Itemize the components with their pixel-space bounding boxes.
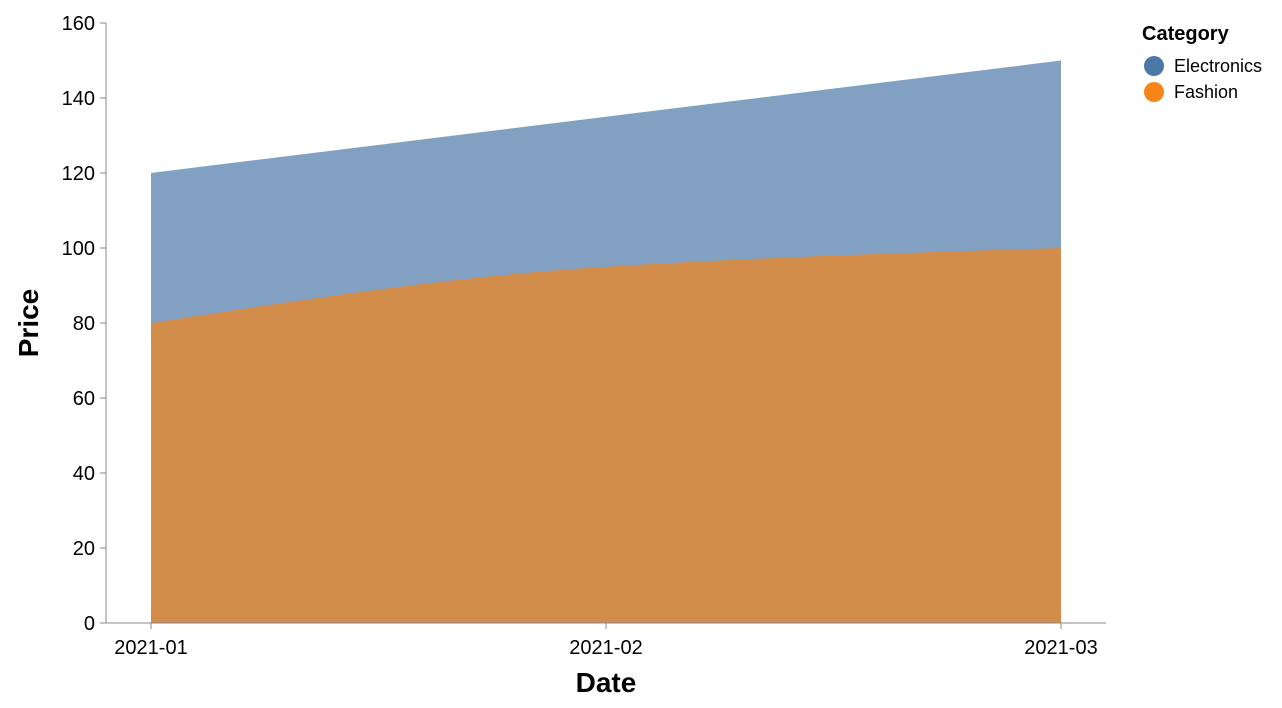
legend-swatch-fashion	[1144, 82, 1164, 102]
y-tick-label: 20	[73, 538, 95, 560]
legend: Category Electronics Fashion	[1142, 23, 1262, 102]
y-axis-title: Price	[13, 289, 44, 358]
x-tick-label: 2021-03	[1024, 637, 1097, 659]
y-tick-label: 80	[73, 313, 95, 335]
y-axis: 0 20 40 60 80 100 120 140 160	[62, 13, 107, 635]
x-axis: 2021-01 2021-02 2021-03	[106, 622, 1106, 659]
y-tick-label: 160	[62, 13, 95, 35]
legend-title: Category	[1142, 23, 1230, 45]
y-tick-label: 120	[62, 163, 95, 185]
x-tick-label: 2021-01	[114, 637, 187, 659]
y-tick-label: 100	[62, 238, 95, 260]
x-tick-label: 2021-02	[569, 637, 642, 659]
legend-label-electronics: Electronics	[1174, 56, 1262, 76]
y-tick-label: 60	[73, 388, 95, 410]
area-fashion	[151, 248, 1061, 623]
y-tick-label: 140	[62, 88, 95, 110]
y-tick-label: 0	[84, 613, 95, 635]
plot-area	[151, 60, 1061, 623]
legend-label-fashion: Fashion	[1174, 82, 1238, 102]
x-axis-title: Date	[576, 667, 637, 698]
legend-swatch-electronics	[1144, 56, 1164, 76]
y-tick-label: 40	[73, 463, 95, 485]
